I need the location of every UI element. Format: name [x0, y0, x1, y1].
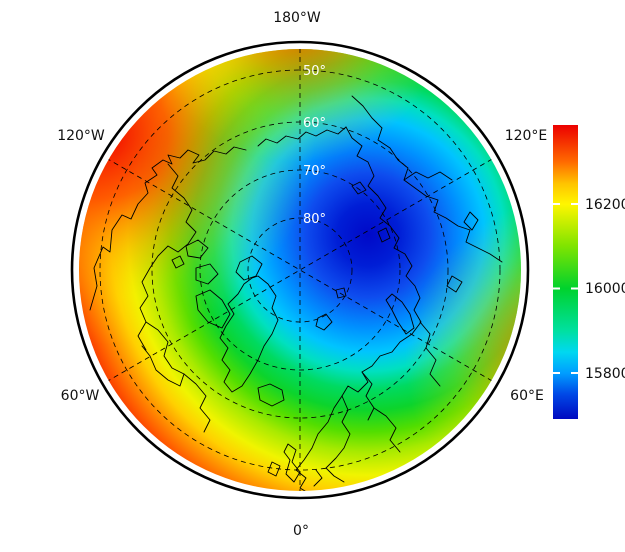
lon-label-60w: 60°W [61, 388, 100, 404]
latitude-circle-50 [99, 69, 501, 471]
meridian-line-120e-60w [107, 158, 493, 382]
colorbar-tick-label-15800: 15800 [585, 366, 625, 382]
lat-label-60: 60° [303, 116, 326, 131]
coastline [137, 163, 197, 351]
contour-field: 50° 60° 70° 80° [79, 49, 521, 491]
coastline [257, 126, 347, 147]
colorbar-tick-label-16000: 16000 [585, 281, 625, 297]
lon-label-180w: 180°W [273, 10, 321, 26]
colorbar: 16200 16000 15800 [553, 125, 625, 419]
lon-label-120e: 120°E [505, 128, 548, 144]
longitude-labels: 180°W 120°W 120°E 60°W 60°E 0° [57, 10, 547, 539]
island-outline [171, 239, 263, 329]
coastlines [89, 95, 503, 491]
coastline [295, 469, 323, 491]
colorbar-tick-label-16200: 16200 [585, 197, 625, 213]
meridian-line-60e-120w [107, 158, 493, 382]
colorbar-gradient [553, 125, 578, 419]
coastline [351, 95, 503, 263]
lon-label-60e: 60°E [510, 388, 544, 404]
coastline [267, 443, 301, 483]
coastline [419, 321, 441, 387]
lat-label-70: 70° [303, 164, 326, 179]
coastline [361, 371, 401, 453]
graticule [99, 49, 501, 491]
lat-label-50: 50° [303, 64, 326, 79]
lon-label-120w: 120°W [57, 128, 105, 144]
coastline [257, 383, 285, 407]
coastline [219, 275, 279, 393]
coastline [325, 395, 351, 483]
map-outline-circle [70, 40, 530, 500]
coastline [341, 126, 422, 397]
coastline [89, 146, 247, 311]
coastline [295, 395, 343, 471]
coastline [183, 373, 211, 433]
island-outline [385, 293, 415, 335]
lon-label-0: 0° [293, 523, 309, 539]
lat-label-80: 80° [303, 212, 326, 227]
island-outline [315, 181, 391, 331]
colorbar-ticks [553, 203, 578, 374]
coastline [403, 171, 453, 181]
latitude-labels: 50° 60° 70° 80° [303, 64, 326, 227]
lake-outline [446, 211, 479, 293]
